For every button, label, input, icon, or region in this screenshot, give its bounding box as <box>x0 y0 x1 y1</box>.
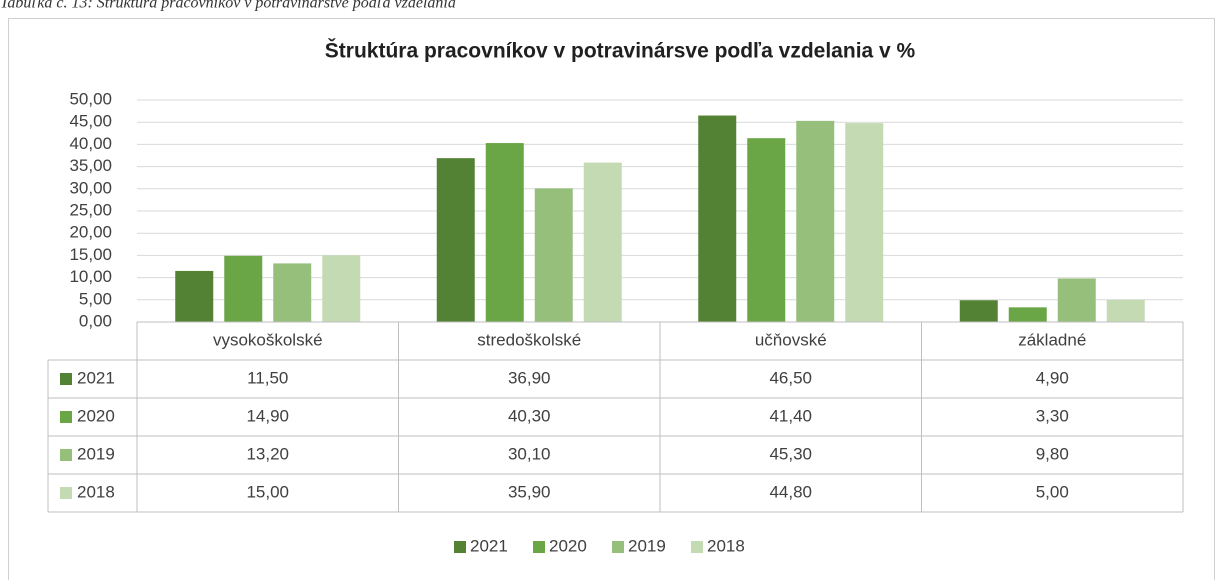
y-tick-label: 15,00 <box>69 245 112 264</box>
legend-key <box>612 541 624 553</box>
table-value: 30,10 <box>508 444 551 463</box>
y-tick-label: 45,00 <box>69 112 112 131</box>
x-tick-label: stredoškolské <box>477 330 581 349</box>
bar <box>1057 278 1096 322</box>
series-label: 2018 <box>77 482 115 501</box>
legend-key <box>60 449 72 461</box>
y-tick-label: 40,00 <box>69 134 112 153</box>
y-tick-label: 5,00 <box>79 289 112 308</box>
table-value: 9,80 <box>1036 444 1069 463</box>
series-label: 2020 <box>77 406 115 425</box>
legend-key <box>60 373 72 385</box>
y-tick-label: 35,00 <box>69 156 112 175</box>
y-tick-label: 30,00 <box>69 178 112 197</box>
bar <box>845 123 884 322</box>
caption: Tabuľka č. 13: Štruktúra pracovníkov v p… <box>0 0 456 12</box>
legend-label: 2019 <box>628 536 666 555</box>
table-value: 35,90 <box>508 482 551 501</box>
chart-title: Štruktúra pracovníkov v potravinársve po… <box>325 39 916 63</box>
series-label: 2021 <box>77 368 115 387</box>
legend-label: 2018 <box>707 536 745 555</box>
bar <box>534 188 573 322</box>
legend-label: 2020 <box>549 536 587 555</box>
table-value: 14,90 <box>246 406 289 425</box>
x-tick-label: vysokoškolské <box>213 330 323 349</box>
table-value: 3,30 <box>1036 406 1069 425</box>
y-tick-label: 10,00 <box>69 267 112 286</box>
bar <box>959 300 998 322</box>
x-tick-label: učňovské <box>755 330 827 349</box>
y-tick-label: 0,00 <box>79 311 112 330</box>
table-value: 41,40 <box>769 406 812 425</box>
table-value: 45,30 <box>769 444 812 463</box>
legend-key <box>533 541 545 553</box>
table-value: 36,90 <box>508 368 551 387</box>
legend-label: 2021 <box>470 536 508 555</box>
y-tick-label: 25,00 <box>69 200 112 219</box>
x-tick-label: základné <box>1018 330 1086 349</box>
legend-key <box>454 541 466 553</box>
bar <box>175 270 214 322</box>
table-value: 40,30 <box>508 406 551 425</box>
bar <box>583 162 622 322</box>
bar <box>273 263 312 322</box>
legend-key <box>60 411 72 423</box>
bar <box>322 255 361 322</box>
legend-key <box>691 541 703 553</box>
bar <box>1008 307 1047 322</box>
bar <box>747 138 786 322</box>
table-value: 5,00 <box>1036 482 1069 501</box>
table-value: 13,20 <box>246 444 289 463</box>
table-value: 46,50 <box>769 368 812 387</box>
table-value: 4,90 <box>1036 368 1069 387</box>
bar <box>436 158 475 322</box>
table-value: 15,00 <box>246 482 289 501</box>
legend-key <box>60 487 72 499</box>
bar <box>224 255 263 322</box>
bar <box>698 115 737 322</box>
bar <box>796 120 835 322</box>
series-label: 2019 <box>77 444 115 463</box>
y-tick-label: 50,00 <box>69 89 112 108</box>
table-value: 44,80 <box>769 482 812 501</box>
table-value: 11,50 <box>247 368 288 387</box>
bar <box>485 143 524 322</box>
y-tick-label: 20,00 <box>69 223 112 242</box>
bar <box>1106 299 1145 322</box>
